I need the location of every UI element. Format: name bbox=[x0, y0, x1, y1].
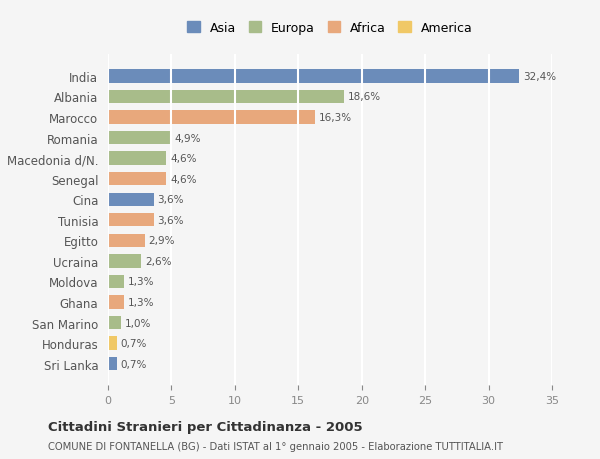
Bar bbox=[108, 111, 315, 124]
Bar bbox=[108, 213, 154, 227]
Bar bbox=[108, 357, 117, 370]
Bar bbox=[108, 173, 166, 186]
Text: Cittadini Stranieri per Cittadinanza - 2005: Cittadini Stranieri per Cittadinanza - 2… bbox=[48, 420, 362, 433]
Text: 1,0%: 1,0% bbox=[124, 318, 151, 328]
Text: 3,6%: 3,6% bbox=[157, 195, 184, 205]
Text: 2,9%: 2,9% bbox=[149, 236, 175, 246]
Text: 4,6%: 4,6% bbox=[170, 154, 197, 164]
Text: 2,6%: 2,6% bbox=[145, 256, 171, 266]
Text: 3,6%: 3,6% bbox=[157, 215, 184, 225]
Bar bbox=[108, 296, 124, 309]
Legend: Asia, Europa, Africa, America: Asia, Europa, Africa, America bbox=[184, 18, 476, 39]
Text: 18,6%: 18,6% bbox=[348, 92, 381, 102]
Bar bbox=[108, 337, 117, 350]
Text: 1,3%: 1,3% bbox=[128, 297, 155, 308]
Bar bbox=[108, 255, 141, 268]
Text: 32,4%: 32,4% bbox=[523, 72, 556, 82]
Bar bbox=[108, 132, 170, 145]
Text: 0,7%: 0,7% bbox=[121, 359, 147, 369]
Text: COMUNE DI FONTANELLA (BG) - Dati ISTAT al 1° gennaio 2005 - Elaborazione TUTTITA: COMUNE DI FONTANELLA (BG) - Dati ISTAT a… bbox=[48, 441, 503, 451]
Bar bbox=[108, 152, 166, 165]
Bar bbox=[108, 316, 121, 330]
Bar bbox=[108, 275, 124, 289]
Text: 4,6%: 4,6% bbox=[170, 174, 197, 185]
Bar bbox=[108, 70, 519, 84]
Bar bbox=[108, 90, 344, 104]
Text: 4,9%: 4,9% bbox=[174, 133, 200, 143]
Text: 16,3%: 16,3% bbox=[319, 113, 352, 123]
Bar bbox=[108, 193, 154, 207]
Text: 0,7%: 0,7% bbox=[121, 338, 147, 348]
Bar bbox=[108, 234, 145, 247]
Text: 1,3%: 1,3% bbox=[128, 277, 155, 287]
